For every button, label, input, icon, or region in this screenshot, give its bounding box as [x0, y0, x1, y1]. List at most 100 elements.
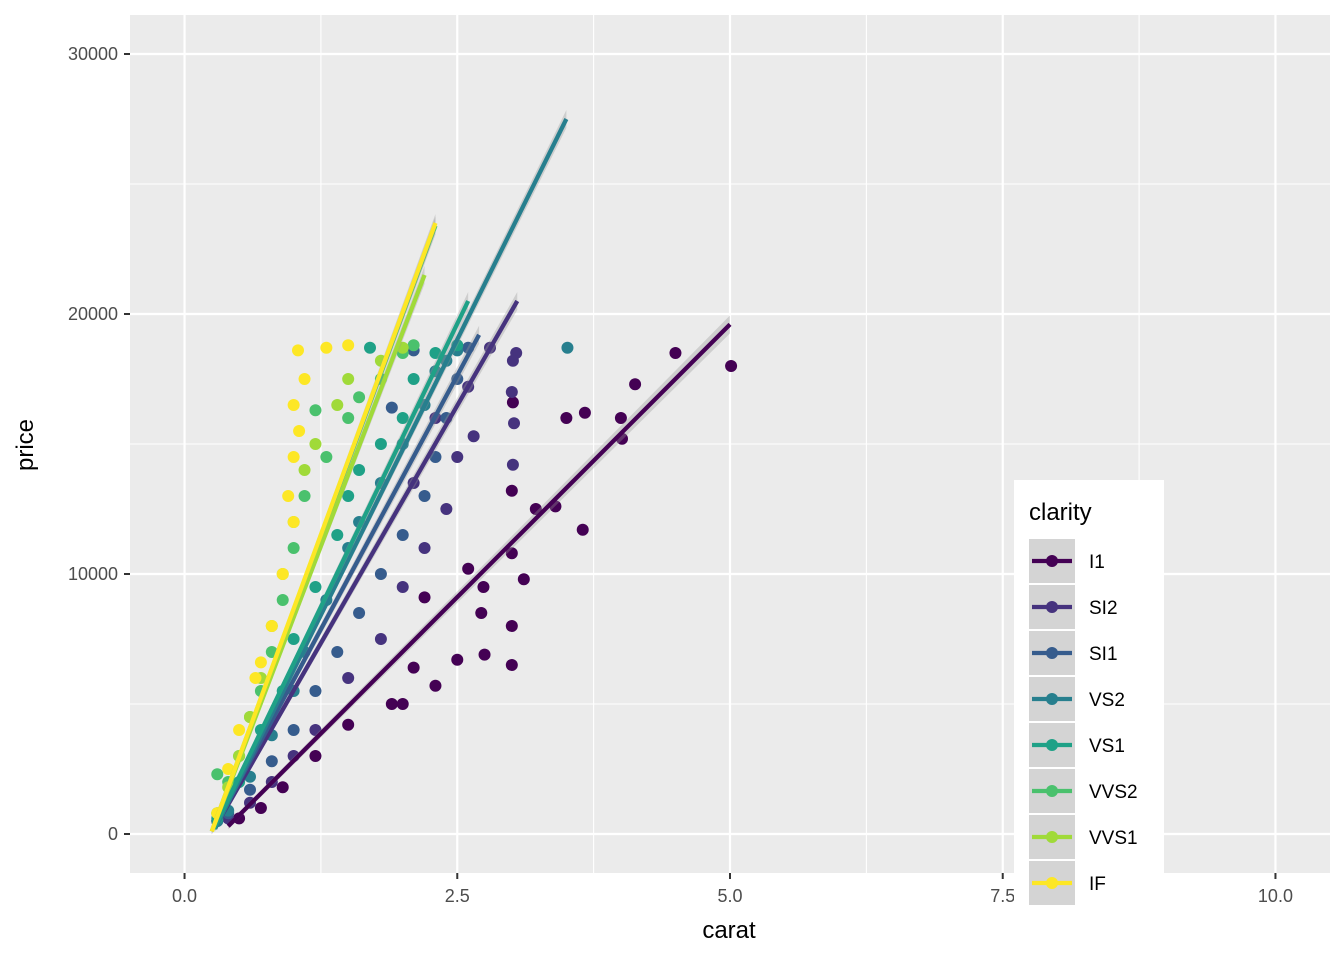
data-point-si2 [508, 417, 520, 430]
legend-key-point [1046, 785, 1058, 797]
data-point-vvs1 [309, 438, 322, 450]
legend-label: VS1 [1089, 736, 1125, 757]
data-point-si2 [505, 386, 518, 398]
fit-line-i1 [226, 322, 732, 828]
legend-key-point [1046, 877, 1058, 889]
data-point-si2 [506, 354, 519, 367]
x-tick-label: 5.0 [717, 886, 742, 906]
data-point-i1 [342, 718, 355, 731]
data-point-i1 [462, 562, 475, 575]
legend-item-if: IF [1029, 861, 1106, 905]
data-point-i1 [254, 802, 267, 814]
data-point-vvs2 [342, 412, 355, 424]
data-point-si1 [429, 451, 442, 463]
legend-item-vs1: VS1 [1029, 723, 1125, 767]
x-tick-label: 7.5 [990, 886, 1015, 906]
data-point-i1 [505, 547, 518, 560]
y-tick-label: 20000 [68, 304, 118, 324]
data-point-i1 [506, 396, 519, 409]
data-point-si2 [440, 503, 453, 515]
data-point-if [342, 339, 355, 352]
data-point-if [282, 490, 295, 502]
data-point-if [287, 451, 300, 463]
data-point-vs1 [287, 633, 300, 645]
data-point-si1 [396, 529, 409, 541]
legend-label: IF [1089, 874, 1106, 895]
y-tick-label: 0 [108, 824, 118, 844]
legend: clarity I1 SI2 SI1 VS2 VS1 VVS2 VVS1 IF [1014, 480, 1164, 912]
y-axis-title: price [12, 419, 39, 471]
data-point-vvs1 [331, 399, 344, 411]
legend-key-point [1046, 693, 1058, 705]
legend-item-si2: SI2 [1029, 585, 1118, 629]
data-point-vvs2 [320, 451, 333, 463]
data-point-si2 [467, 430, 480, 443]
data-point-if [254, 656, 267, 669]
data-point-si2 [342, 672, 355, 684]
data-point-i1 [517, 573, 530, 586]
data-point-i1 [629, 378, 642, 391]
fit-line-vs2 [213, 118, 569, 830]
data-point-si1 [374, 568, 387, 580]
x-tick-label: 0.0 [172, 886, 197, 906]
data-point-si2 [396, 581, 409, 593]
data-point-si2 [374, 633, 387, 645]
data-point-si2 [418, 542, 431, 554]
fit-line-vs1 [212, 300, 471, 830]
legend-item-vvs1: VVS1 [1029, 815, 1138, 859]
data-point-si1 [385, 401, 398, 414]
data-point-vs1 [374, 438, 387, 450]
data-point-si1 [309, 685, 322, 697]
data-point-i1 [529, 503, 542, 515]
legend-keys: I1 SI2 SI1 VS2 VS1 VVS2 VVS1 IF [1029, 539, 1138, 905]
data-point-i1 [477, 581, 490, 593]
data-point-i1 [451, 653, 464, 666]
data-point-if [298, 373, 311, 385]
data-point-i1 [429, 679, 442, 692]
data-point-if [276, 568, 289, 580]
data-point-if [222, 763, 235, 775]
legend-key-point [1046, 739, 1058, 751]
y-tick-label: 10000 [68, 564, 118, 584]
data-point-if [287, 516, 300, 528]
legend-item-vvs2: VVS2 [1029, 769, 1138, 813]
fit-lines [209, 110, 732, 835]
data-point-vs1 [396, 412, 409, 424]
legend-label: SI2 [1089, 598, 1118, 619]
data-point-vs1 [309, 581, 322, 593]
data-point-i1 [407, 661, 420, 674]
data-point-si1 [331, 646, 344, 658]
legend-key-point [1046, 601, 1058, 613]
data-point-if [249, 672, 262, 684]
data-point-i1 [578, 406, 591, 419]
data-point-vvs2 [276, 594, 289, 606]
fit-line-si2 [215, 299, 520, 825]
data-point-i1 [309, 750, 322, 762]
data-point-if [292, 344, 304, 357]
legend-label: I1 [1089, 552, 1105, 573]
data-point-if [233, 724, 246, 736]
data-point-vvs2 [287, 542, 300, 554]
data-point-vvs2 [298, 490, 311, 502]
data-point-i1 [418, 591, 431, 604]
fit-line-if [209, 222, 438, 833]
data-point-i1 [614, 412, 627, 424]
data-point-vs1 [331, 529, 344, 541]
x-tick-label: 10.0 [1258, 886, 1293, 906]
legend-item-i1: I1 [1029, 539, 1105, 583]
data-point-vs1 [407, 373, 420, 385]
legend-label: SI1 [1089, 644, 1118, 665]
x-tick-label: 2.5 [445, 886, 470, 906]
data-point-si1 [418, 490, 431, 502]
data-point-if [265, 620, 278, 632]
legend-item-si1: SI1 [1029, 631, 1118, 675]
legend-title: clarity [1029, 499, 1092, 526]
data-point-i1 [505, 484, 518, 497]
axes: 0.0 2.5 5.0 7.5 10.0 0 10000 20000 30000 [68, 44, 1293, 906]
data-point-si1 [265, 755, 278, 768]
data-point-i1 [505, 620, 518, 632]
legend-key-point [1046, 555, 1058, 567]
data-point-i1 [576, 523, 589, 536]
data-point-vvs2 [309, 404, 322, 417]
